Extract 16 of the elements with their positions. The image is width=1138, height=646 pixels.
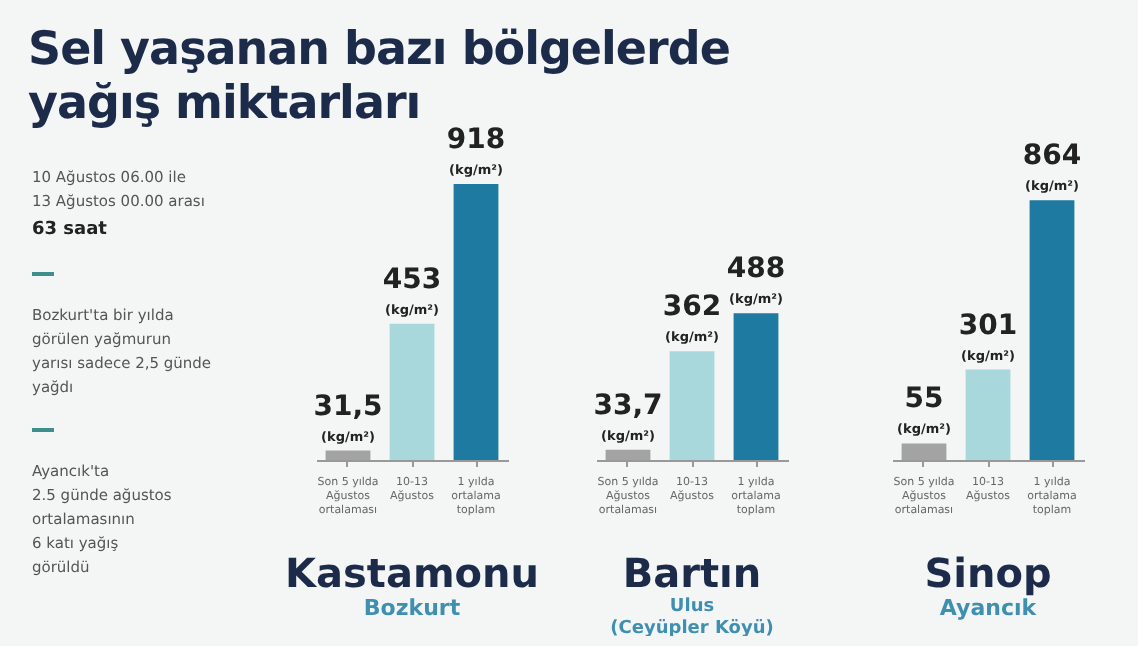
data-label: 31,5 xyxy=(313,390,383,423)
data-label: 864 xyxy=(1022,140,1082,173)
text: Sel yaşanan bazı bölgelerde yağış miktarları xyxy=(28,24,730,130)
text: Bozkurt xyxy=(363,595,461,621)
data-label: 301 xyxy=(958,309,1018,342)
data-label: 33,7 xyxy=(593,389,663,422)
text: Sinop xyxy=(924,549,1052,597)
text: 63 saat xyxy=(32,218,107,242)
text: Bartın xyxy=(622,549,762,597)
text: Ayancık xyxy=(939,595,1038,621)
data-label: 55 xyxy=(904,383,944,416)
data-label: 453 xyxy=(382,263,442,296)
data-label: 488 xyxy=(726,253,786,286)
data-label: 362 xyxy=(662,291,722,324)
data-label: 918 xyxy=(446,124,506,156)
text: Kastamonu xyxy=(284,549,540,597)
